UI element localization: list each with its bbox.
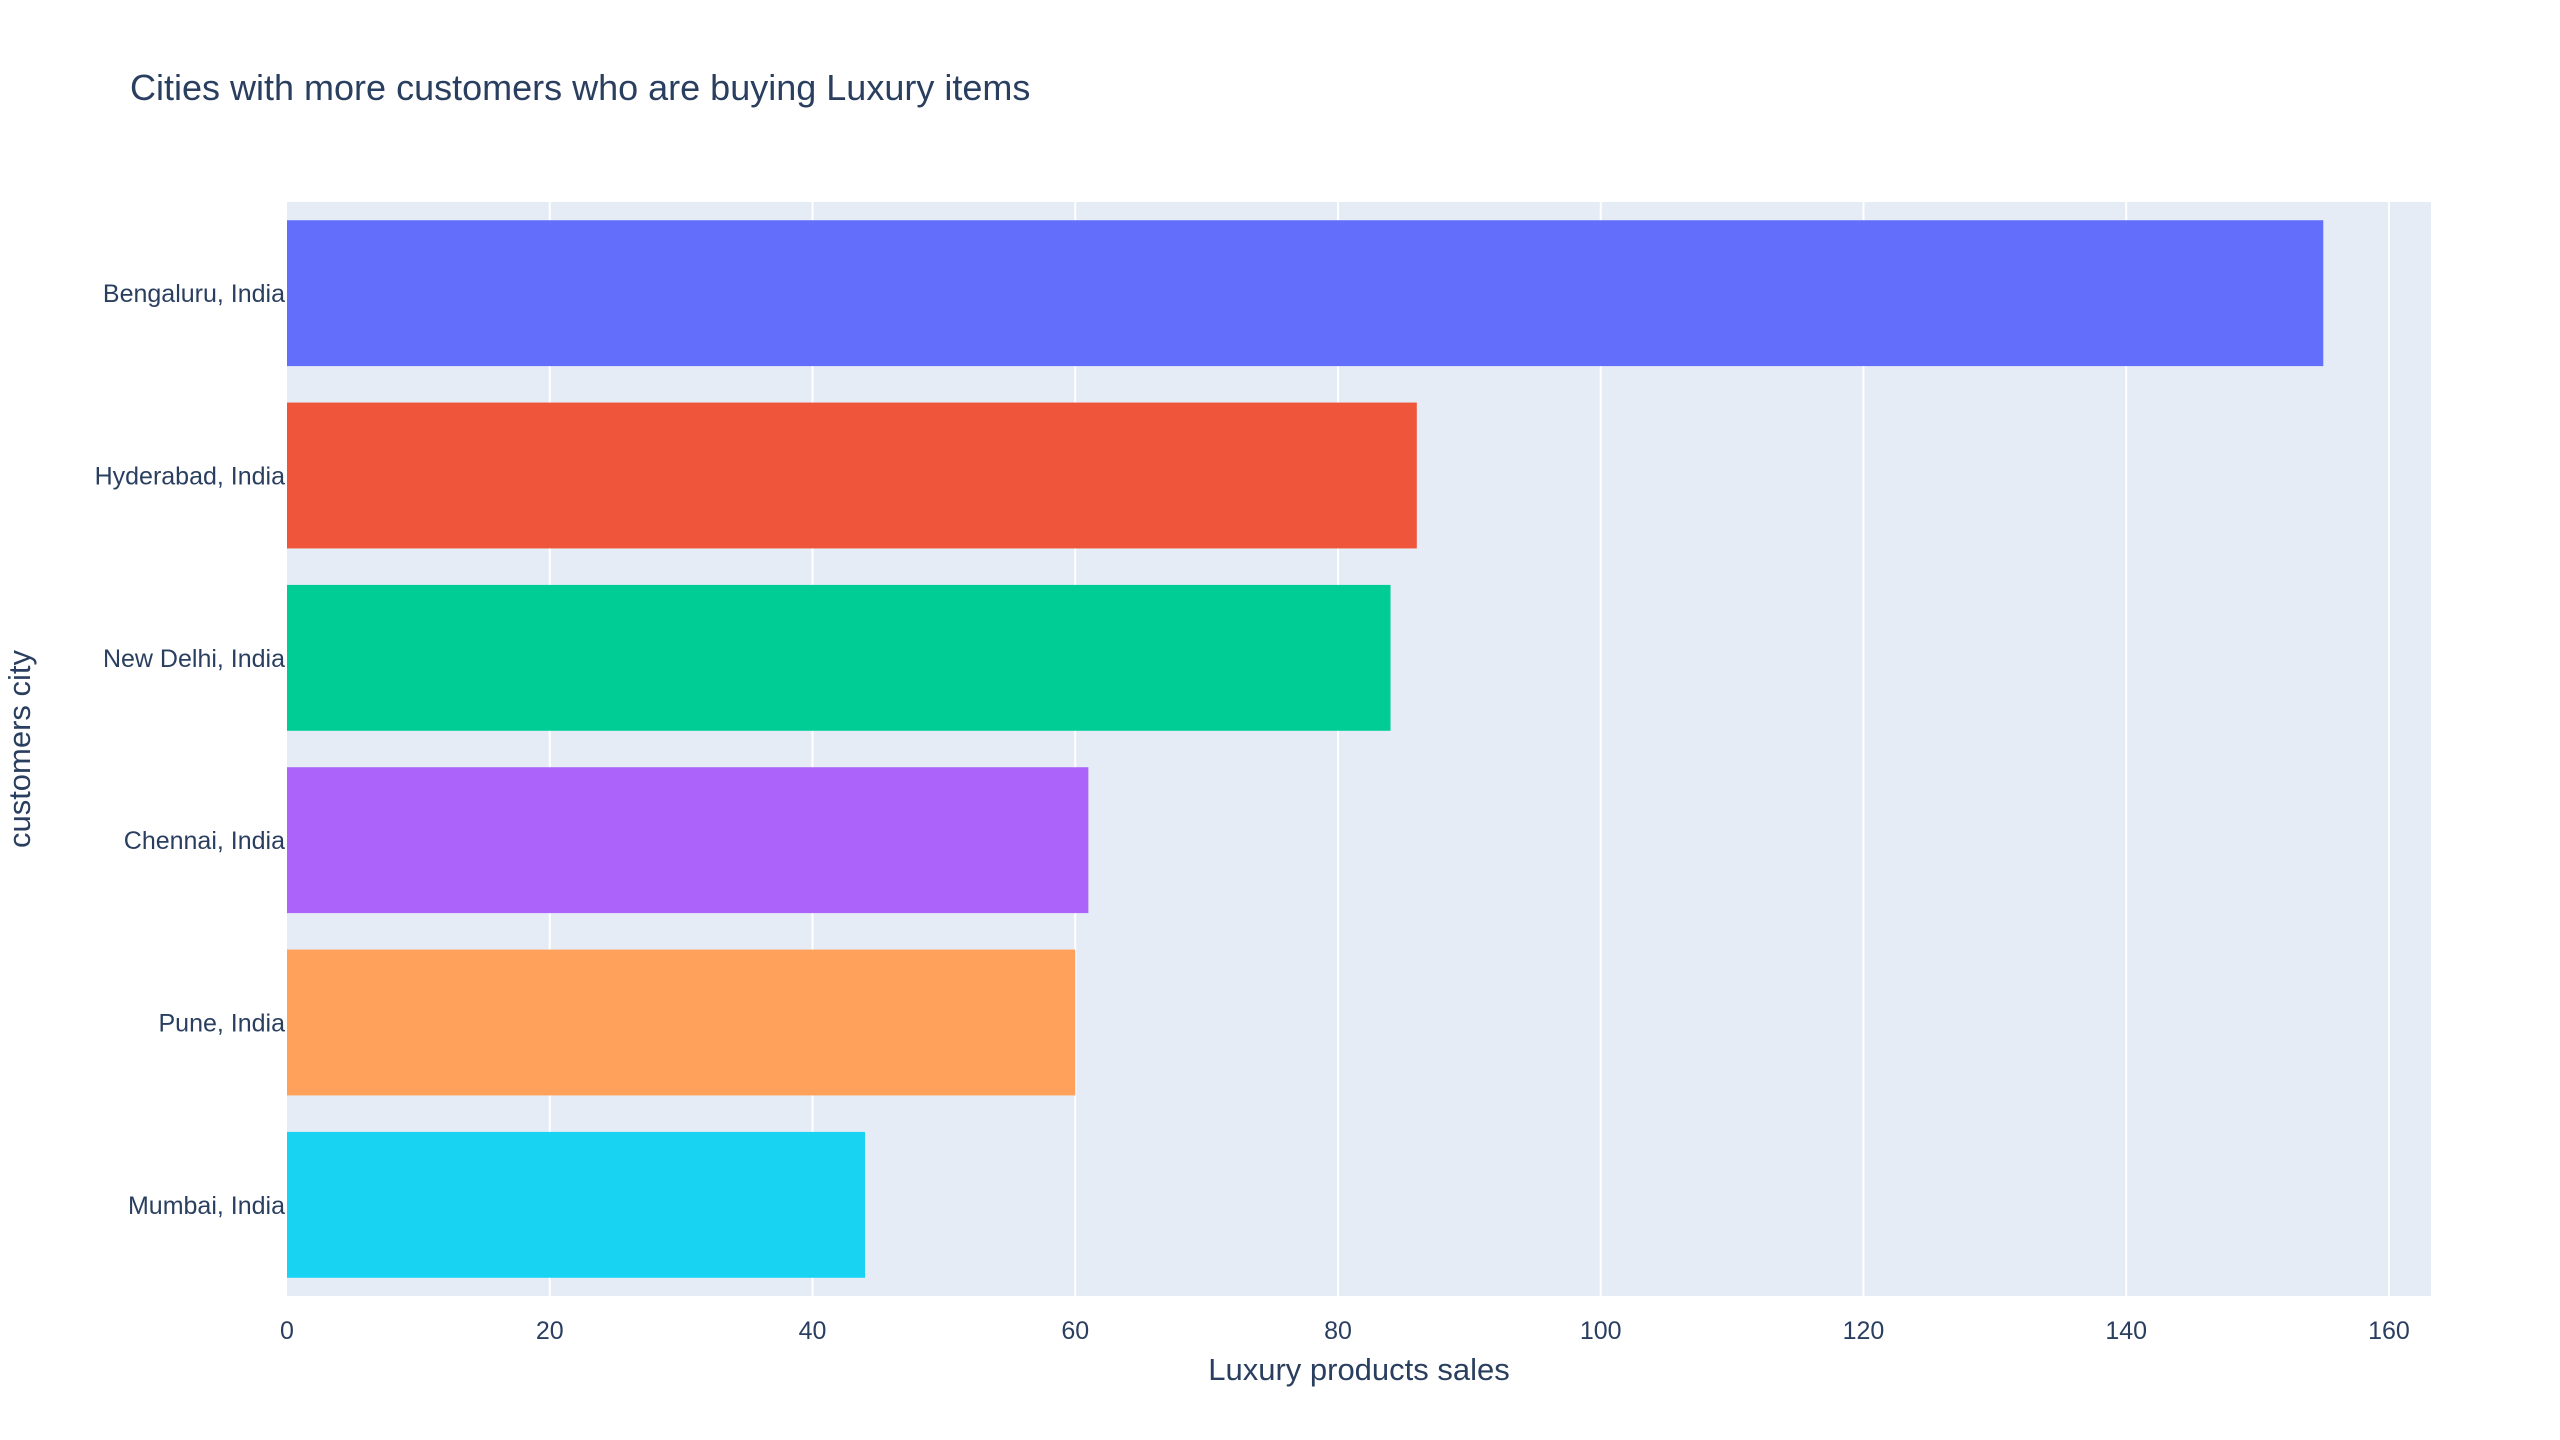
- y-tick-label: Pune, India: [159, 1010, 286, 1038]
- bar-chennai[interactable]: [287, 767, 1089, 914]
- y-tick-labels: Bengaluru, India Hyderabad, India New Delh…: [95, 280, 286, 1220]
- x-tick-label: 40: [799, 1317, 827, 1345]
- y-tick-label: Chennai, India: [124, 827, 285, 855]
- x-tick-label: 80: [1324, 1317, 1352, 1345]
- bar-pune[interactable]: [287, 949, 1076, 1096]
- bar-mumbai[interactable]: [287, 1131, 866, 1278]
- x-tick-labels: 0 20 40 60 80 100 120 140 160: [280, 1317, 2410, 1345]
- x-tick-label: 20: [536, 1317, 564, 1345]
- bar-new-delhi[interactable]: [287, 584, 1391, 731]
- chart-title: Cities with more customers who are buyin…: [130, 67, 1030, 108]
- x-tick-label: 120: [1843, 1317, 1885, 1345]
- x-tick-label: 60: [1061, 1317, 1089, 1345]
- x-tick-label: 0: [280, 1317, 294, 1345]
- x-tick-label: 140: [2105, 1317, 2147, 1345]
- x-tick-label: 160: [2368, 1317, 2410, 1345]
- x-tick-label: 100: [1580, 1317, 1622, 1345]
- y-tick-label: Bengaluru, India: [103, 280, 285, 308]
- x-axis-title: Luxury products sales: [1208, 1352, 1510, 1387]
- y-axis-title: customers city: [2, 649, 37, 848]
- gridlines: [548, 202, 2390, 1296]
- y-tick-label: Hyderabad, India: [95, 463, 286, 491]
- plot-background: [287, 202, 2431, 1296]
- y-tick-label: Mumbai, India: [128, 1192, 285, 1220]
- y-tick-label: New Delhi, India: [103, 645, 285, 673]
- bar-hyderabad[interactable]: [287, 402, 1417, 549]
- bar-bengaluru[interactable]: [287, 220, 2324, 367]
- bars: [287, 220, 2324, 1278]
